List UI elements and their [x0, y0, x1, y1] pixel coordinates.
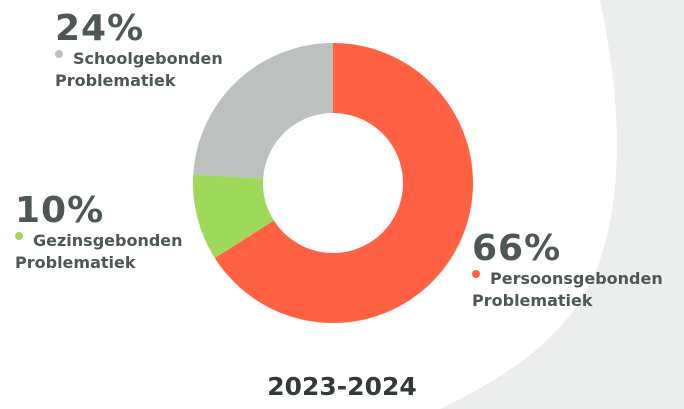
background-shape: [440, 0, 684, 409]
donut-slice: [214, 43, 473, 323]
legend-entry: Persoonsgebonden Problematiek: [472, 268, 672, 312]
donut-slice: [193, 43, 333, 179]
category-label: Schoolgebonden Problematiek: [55, 49, 223, 90]
donut-slice: [193, 174, 274, 259]
legend-dot: [55, 50, 63, 58]
slice-label: 24% Schoolgebonden Problematiek: [55, 10, 245, 92]
category-label: Persoonsgebonden Problematiek: [472, 269, 663, 310]
chart-title: 2023-2024: [267, 372, 417, 401]
legend-dot: [15, 232, 23, 240]
legend-entry: Gezinsgebonden Problematiek: [15, 230, 200, 274]
value-label: 66%: [472, 228, 562, 269]
slice-label: 66% Persoonsgebonden Problematiek: [472, 230, 672, 312]
legend-entry: Schoolgebonden Problematiek: [55, 48, 245, 92]
value-label: 10%: [15, 190, 105, 231]
legend-dot: [472, 270, 480, 278]
slice-label: 10% Gezinsgebonden Problematiek: [15, 192, 200, 274]
category-label: Gezinsgebonden Problematiek: [15, 231, 183, 272]
value-label: 24%: [55, 8, 145, 49]
